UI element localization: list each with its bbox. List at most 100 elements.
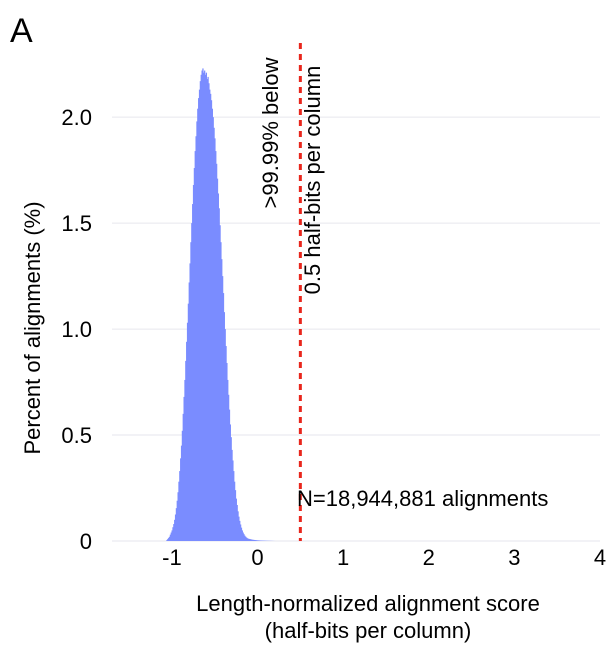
histogram-bar: [244, 535, 246, 541]
histogram-bar: [237, 511, 239, 541]
histogram-bar: [167, 538, 169, 541]
histogram-bar: [228, 409, 231, 541]
histogram-bar: [190, 242, 192, 541]
x-tick-label: -1: [162, 545, 182, 570]
histogram-bar: [208, 83, 210, 542]
histogram-bar: [233, 471, 235, 541]
histogram-bar: [224, 329, 226, 541]
histogram-bar: [176, 500, 178, 541]
histogram-bar: [221, 259, 223, 541]
histogram-bar: [197, 108, 199, 542]
histogram-bar: [205, 72, 208, 541]
histogram-bar: [204, 70, 206, 541]
y-tick-label: 1.5: [61, 211, 92, 236]
histogram-bar: [199, 81, 202, 541]
histogram-bar: [189, 263, 191, 541]
histogram-bar: [177, 492, 179, 541]
histogram-bar: [184, 379, 186, 541]
histogram-bar: [239, 520, 241, 541]
histogram-bar: [245, 536, 247, 541]
histogram-bar: [222, 276, 224, 541]
histogram-bar: [202, 68, 204, 542]
histogram-bar: [241, 530, 243, 541]
histogram-bar: [211, 108, 213, 542]
histogram-bar: [209, 89, 211, 541]
y-axis-ticks: 0 0.5 1.0 1.5 2.0: [61, 105, 92, 554]
histogram-bar: [172, 527, 174, 541]
histogram-bar: [213, 127, 215, 541]
histogram-bar: [179, 471, 181, 541]
histogram-bar: [201, 70, 203, 541]
histogram-bar: [235, 498, 237, 541]
histogram-bar: [232, 460, 234, 541]
y-tick-label: 0: [80, 529, 92, 554]
histogram-bar: [196, 121, 198, 541]
histogram-bar: [216, 178, 219, 541]
histogram-bar: [231, 449, 233, 541]
histogram-bar: [247, 538, 249, 541]
histogram-bar: [217, 193, 219, 541]
histogram-bar: [234, 490, 237, 541]
histogram-bar: [169, 534, 172, 541]
histogram-bar: [200, 74, 202, 541]
histogram-bar: [186, 341, 188, 541]
x-tick-label: 2: [423, 545, 435, 570]
histogram-bar: [257, 540, 260, 541]
histogram-bar: [253, 539, 255, 541]
histogram-bar: [191, 223, 193, 541]
histogram-bar: [242, 532, 244, 541]
histogram-bar: [234, 481, 236, 541]
threshold-annotation-line2: 0.5 half-bits per column: [300, 66, 325, 295]
histogram-bar: [187, 303, 190, 541]
histogram-bar: [193, 168, 196, 541]
histogram-bar: [216, 163, 218, 541]
panel-label: A: [10, 12, 33, 50]
histogram-bar: [192, 184, 195, 541]
y-axis-title: Percent of alignments (%): [20, 201, 45, 454]
histogram-bar: [180, 445, 183, 541]
histogram-bar: [227, 379, 229, 541]
histogram-bar: [251, 539, 254, 541]
histogram-bar: [175, 508, 178, 541]
histogram-bar: [206, 79, 208, 541]
histogram-bar: [178, 481, 180, 541]
histogram-bar: [246, 538, 249, 541]
histogram-bar: [170, 532, 172, 541]
histogram-bars: [166, 68, 276, 542]
histogram-bar: [186, 322, 189, 541]
histogram-bar: [180, 458, 182, 541]
threshold-annotation-line1: >99.99% below: [258, 57, 283, 208]
histogram-bar: [174, 514, 177, 541]
histogram-bar: [243, 534, 245, 541]
x-tick-label: 0: [251, 545, 263, 570]
histogram-bar: [220, 242, 222, 541]
histogram-bar: [240, 527, 243, 541]
histogram-bar: [204, 74, 207, 541]
histogram-bar: [188, 282, 190, 541]
histogram-bar: [228, 394, 230, 541]
histogram-bar: [223, 312, 225, 541]
histogram-bar: [222, 293, 225, 541]
histogram-bar: [174, 519, 176, 541]
histogram-bar: [195, 136, 197, 541]
y-tick-label: 2.0: [61, 105, 92, 130]
histogram-bar: [256, 540, 258, 541]
histogram-bar: [248, 538, 250, 541]
histogram-bar: [198, 89, 201, 541]
histogram-bar: [181, 430, 184, 541]
histogram-bar: [226, 362, 228, 541]
histogram-bar: [192, 204, 194, 542]
histogram-bar: [168, 537, 170, 541]
histogram-bar: [203, 72, 205, 541]
histogram-bar: [230, 437, 232, 541]
histogram-bar: [218, 208, 220, 541]
histogram-bar: [249, 539, 251, 541]
histogram-bar: [257, 540, 259, 541]
histogram-bar: [185, 360, 187, 541]
histogram-bar: [166, 539, 168, 541]
histogram-bar: [171, 530, 173, 541]
x-tick-label: 3: [508, 545, 520, 570]
x-axis-title-line2: (half-bits per column): [265, 618, 472, 643]
histogram-bar: [245, 537, 248, 541]
